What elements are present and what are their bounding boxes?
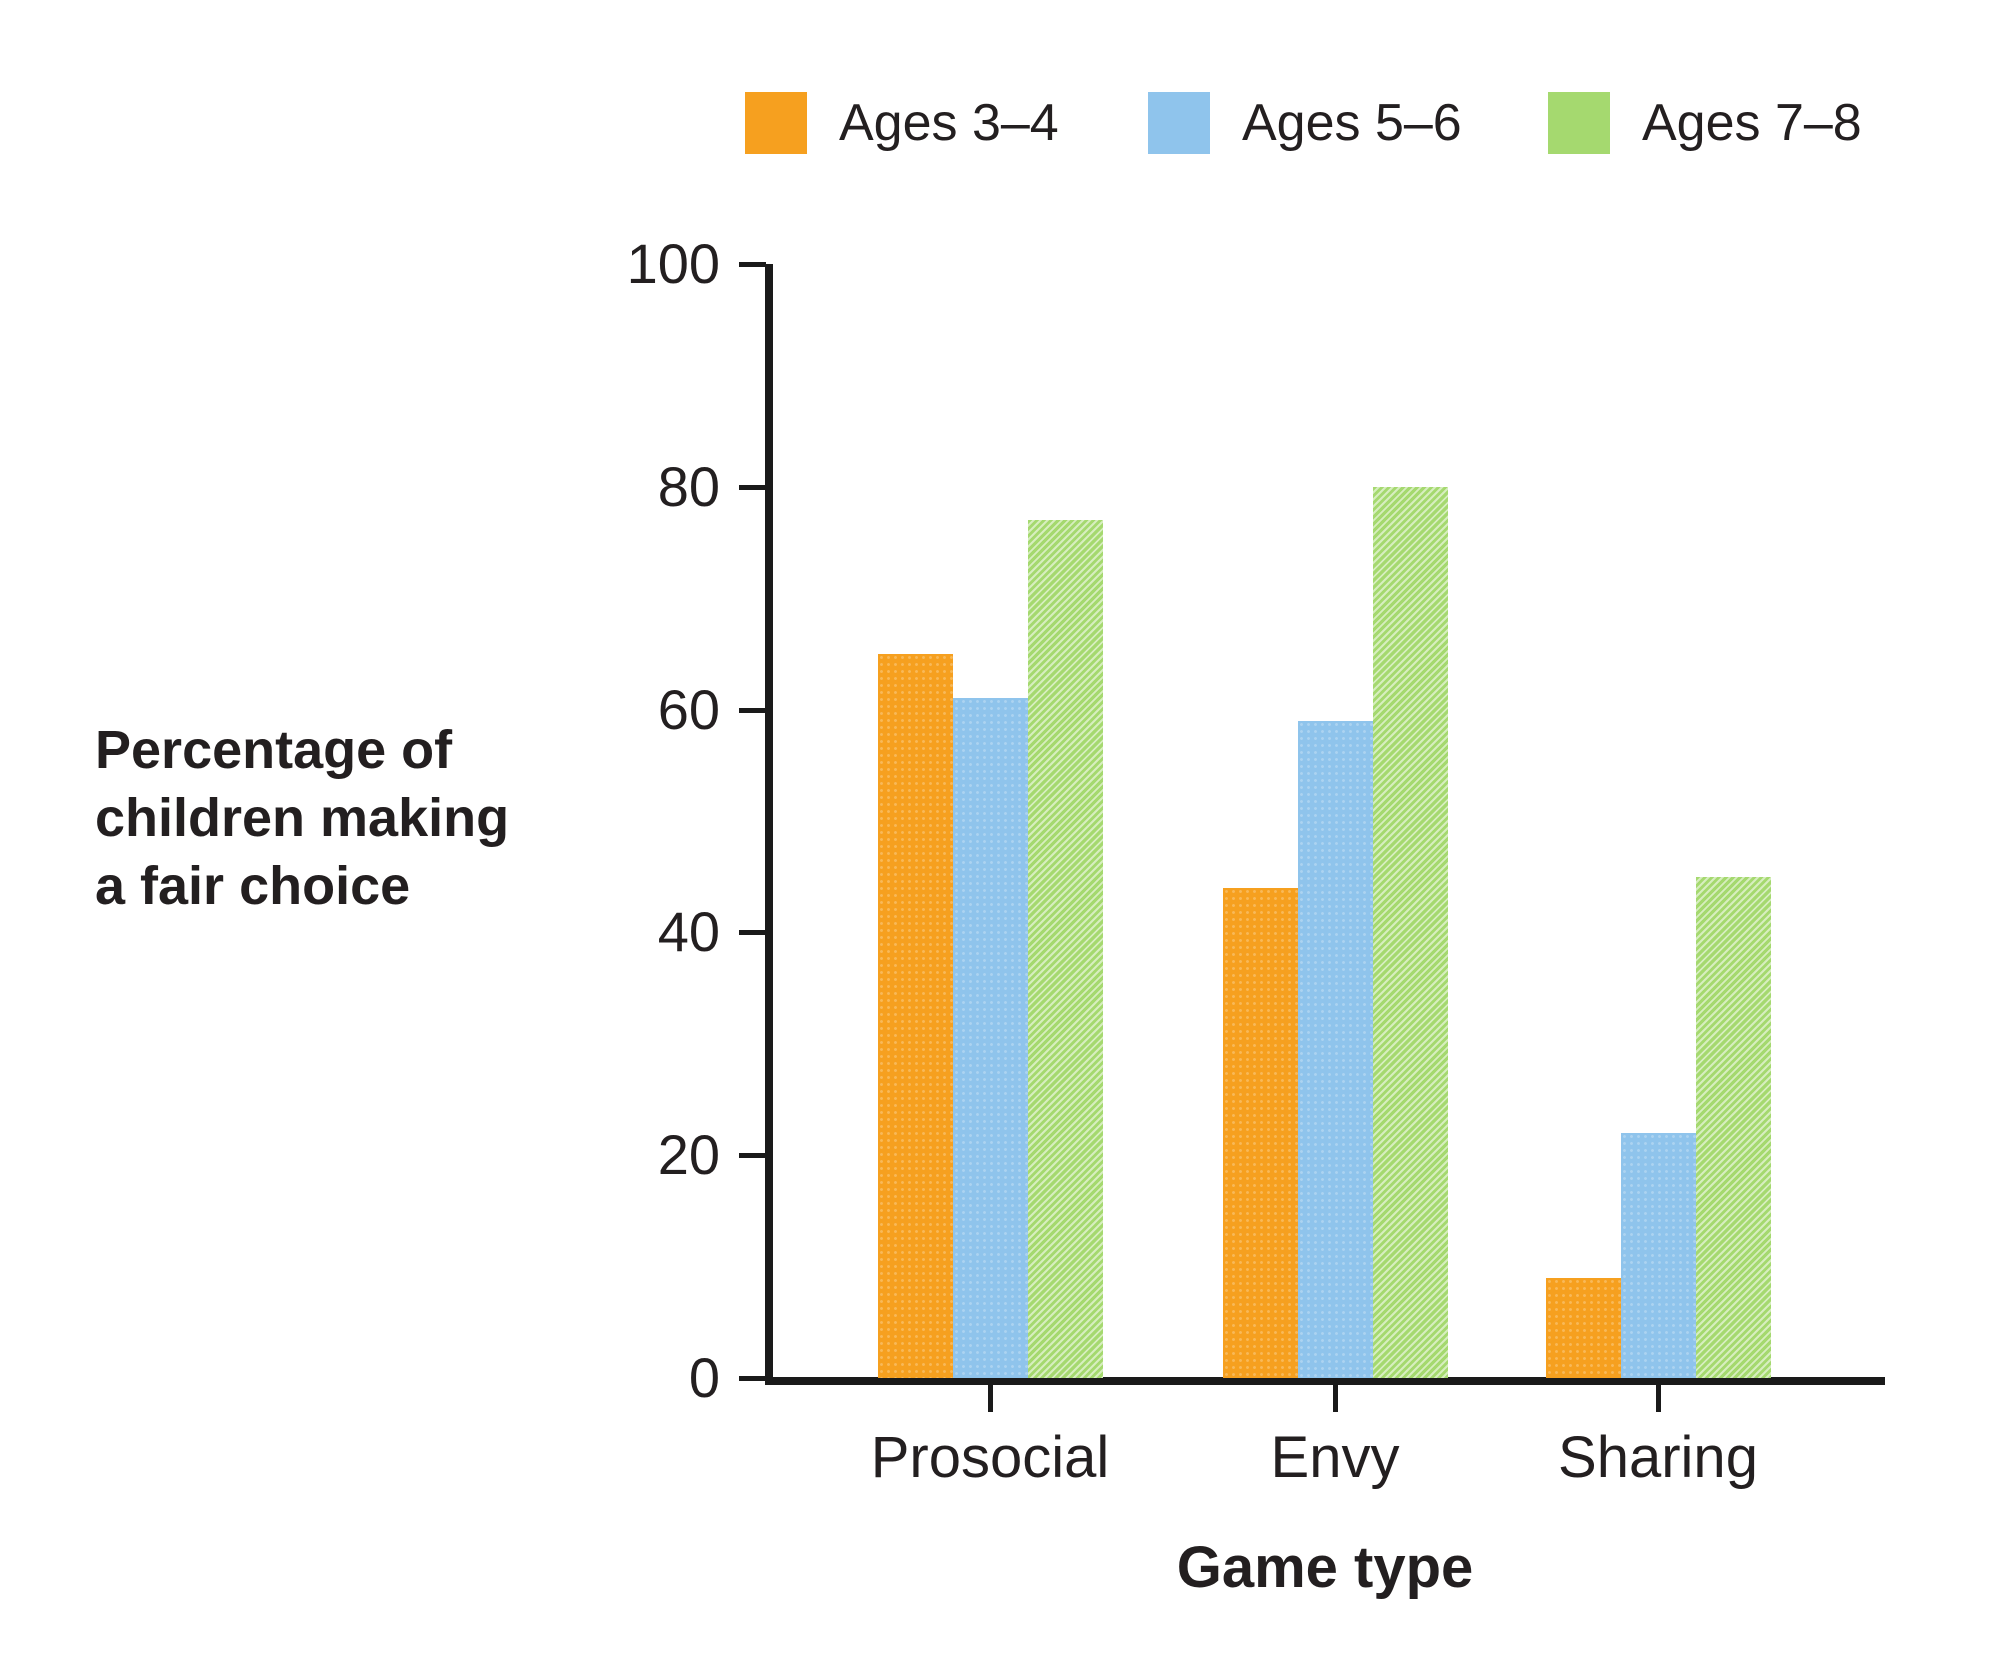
- legend-label-ages-3-4: Ages 3–4: [839, 94, 1059, 152]
- legend-item-ages-3-4: Ages 3–4: [745, 92, 1059, 154]
- y-axis-line: [765, 264, 773, 1385]
- category-label-envy: Envy: [1270, 1425, 1400, 1490]
- y-tick-label-40: 40: [657, 900, 720, 964]
- x-axis-line: [765, 1377, 1885, 1385]
- y-tick-label-80: 80: [657, 454, 720, 518]
- bar-prosocial-ages-7-8: [1027, 520, 1103, 1378]
- bar-prosocial-ages-3-4: [877, 653, 953, 1378]
- y-tick-60: [739, 707, 766, 713]
- y-tick-0: [739, 1376, 766, 1381]
- bar-envy-ages-5-6: [1297, 720, 1373, 1378]
- x-axis-title: Game type: [1176, 1535, 1474, 1600]
- legend-swatch-ages-3-4: [745, 92, 807, 154]
- bar-sharing-ages-3-4: [1545, 1277, 1621, 1378]
- bar-prosocial-ages-5-6: [952, 698, 1028, 1378]
- category-label-sharing: Sharing: [1558, 1425, 1758, 1490]
- bar-sharing-ages-5-6: [1620, 1132, 1696, 1378]
- x-tick-prosocial: [987, 1385, 993, 1412]
- legend-item-ages-7-8: Ages 7–8: [1548, 92, 1862, 154]
- y-tick-label-0: 0: [688, 1346, 720, 1409]
- y-tick-80: [739, 484, 766, 490]
- legend-label-ages-5-6: Ages 5–6: [1242, 94, 1462, 152]
- bar-sharing-ages-7-8: [1695, 876, 1771, 1378]
- y-tick-100: [739, 262, 766, 267]
- y-axis-label: Percentage of children making a fair cho…: [95, 720, 510, 916]
- category-label-prosocial: Prosocial: [870, 1425, 1110, 1490]
- legend-item-ages-5-6: Ages 5–6: [1148, 92, 1462, 154]
- x-tick-sharing: [1655, 1385, 1661, 1412]
- y-tick-40: [739, 930, 766, 936]
- y-tick-20: [739, 1153, 766, 1159]
- legend-swatch-ages-7-8: [1548, 92, 1610, 154]
- legend-label-ages-7-8: Ages 7–8: [1642, 94, 1862, 152]
- bar-envy-ages-7-8: [1372, 486, 1448, 1378]
- y-tick-label-60: 60: [657, 677, 720, 741]
- y-tick-label-100: 100: [626, 232, 720, 295]
- legend-swatch-ages-5-6: [1148, 92, 1210, 154]
- bar-envy-ages-3-4: [1222, 887, 1298, 1378]
- y-tick-label-20: 20: [657, 1123, 720, 1187]
- x-tick-envy: [1332, 1385, 1338, 1412]
